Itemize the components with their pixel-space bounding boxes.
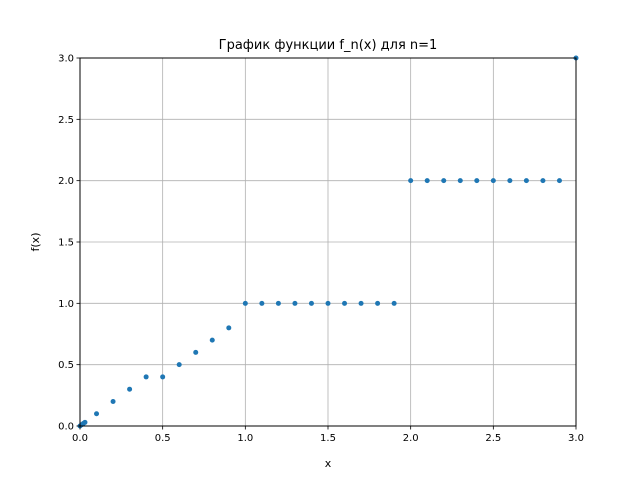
data-point [342, 300, 348, 306]
x-tick-label: 1.0 [237, 433, 253, 444]
x-tick-label: 3.0 [568, 433, 584, 444]
data-point [556, 178, 562, 184]
data-point [259, 300, 265, 306]
data-point [176, 362, 182, 368]
data-points [77, 55, 579, 429]
y-tick-label: 1.5 [58, 238, 74, 249]
x-tick-label: 2.5 [485, 433, 501, 444]
x-tick-label: 0.5 [155, 433, 171, 444]
data-point [540, 178, 546, 184]
y-tick-label: 2.0 [58, 176, 74, 187]
data-point [209, 337, 215, 343]
data-point [424, 178, 430, 184]
data-point [490, 178, 496, 184]
y-axis-label: f(x) [29, 233, 42, 252]
data-point [226, 325, 232, 331]
y-tick-label: 3.0 [58, 54, 74, 65]
data-point [127, 386, 133, 392]
y-tick-label: 1.0 [58, 299, 74, 310]
chart-title: График функции f_n(x) для n=1 [219, 38, 438, 53]
data-point [507, 178, 513, 184]
data-point [325, 300, 331, 306]
data-point [391, 300, 397, 306]
x-tick-label: 1.5 [320, 433, 336, 444]
data-point [375, 300, 381, 306]
x-tick-label: 0.0 [72, 433, 88, 444]
data-point [308, 300, 314, 306]
data-point [94, 411, 100, 417]
data-point [292, 300, 298, 306]
y-tick-label: 2.5 [58, 115, 74, 126]
data-point [408, 178, 414, 184]
data-point [457, 178, 463, 184]
data-point [358, 300, 364, 306]
y-tick-label: 0.0 [58, 422, 74, 433]
data-point [242, 300, 248, 306]
data-point [275, 300, 281, 306]
y-tick-label: 0.5 [58, 360, 74, 371]
data-point [82, 419, 88, 425]
x-axis-label: x [325, 457, 332, 470]
data-point [143, 374, 149, 380]
data-point [523, 178, 529, 184]
data-point [160, 374, 166, 380]
x-tick-label: 2.0 [403, 433, 419, 444]
axis-ticks: 0.0 0.5 1.0 1.5 2.0 2.5 3.0 0.0 0.5 1.0 1.5 2.0 2.5 3… [58, 54, 584, 445]
data-point [193, 349, 199, 355]
data-point [441, 178, 447, 184]
data-point [110, 398, 116, 404]
data-point [474, 178, 480, 184]
